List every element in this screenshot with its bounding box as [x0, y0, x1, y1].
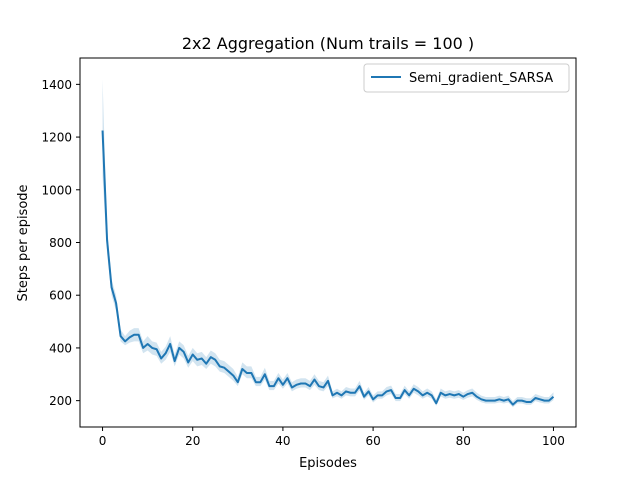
x-tick-label: 60 [365, 434, 380, 448]
x-tick-label: 40 [275, 434, 290, 448]
x-axis-ticks: 0 20 40 60 80 100 [99, 427, 565, 448]
y-tick-label: 600 [49, 289, 72, 303]
y-tick-label: 400 [49, 341, 72, 355]
x-tick-label: 20 [185, 434, 200, 448]
x-tick-label: 80 [456, 434, 471, 448]
y-axis-label: Steps per episode [16, 184, 31, 301]
series-line-0 [101, 130, 555, 406]
y-axis-ticks: 200 400 600 800 1000 1200 1400 [41, 78, 80, 408]
y-tick-label: 1200 [41, 131, 72, 145]
y-tick-label: 200 [49, 394, 72, 408]
series-line-layer [101, 130, 555, 406]
y-tick-label: 1000 [41, 183, 72, 197]
y-tick-label: 800 [49, 236, 72, 250]
legend-label: Semi_gradient_SARSA [409, 71, 553, 86]
legend: Semi_gradient_SARSA [363, 63, 570, 93]
y-tick-label: 1400 [41, 78, 72, 92]
legend-box [363, 63, 570, 93]
chart-title: 2x2 Aggregation (Num trails = 100 ) [182, 34, 474, 53]
x-tick-label: 100 [542, 434, 565, 448]
x-axis-label: Episodes [299, 456, 357, 471]
x-tick-label: 0 [99, 434, 107, 448]
